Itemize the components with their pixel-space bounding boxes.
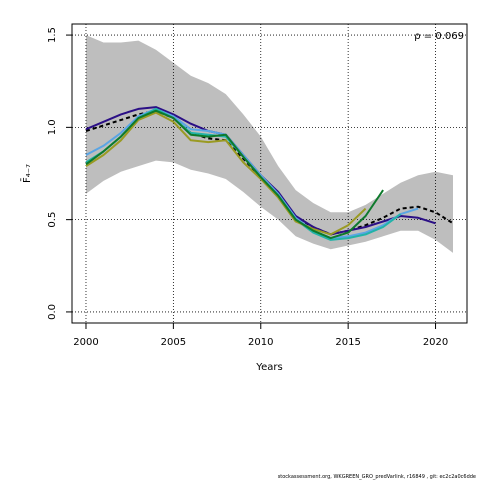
x-axis-title: Years <box>255 362 282 373</box>
series-line <box>85 109 384 240</box>
axis-layer: 2000 2005 2010 2015 2020 0.0 0.5 1.0 1.5 <box>47 27 448 348</box>
y-tick-label: 1.5 <box>47 27 58 43</box>
x-tick-label: 2015 <box>335 337 360 348</box>
x-tick-label: 2020 <box>423 337 448 348</box>
grid-layer <box>72 24 467 323</box>
series-layer <box>85 106 454 241</box>
x-tick-label: 2010 <box>248 337 273 348</box>
x-tick-label: 2000 <box>73 337 98 348</box>
series-line <box>85 107 419 240</box>
y-tick-label: 1.0 <box>47 119 58 135</box>
footer-credit: stockassessment.org, WKGREEN_GRO_predVar… <box>277 474 476 480</box>
confidence-band-layer <box>86 35 453 253</box>
y-tick-label: 0.5 <box>47 212 58 228</box>
rho-annotation: ρ = 0.069 <box>414 31 464 42</box>
series-line <box>85 111 367 236</box>
y-tick-label: 0.0 <box>47 304 58 320</box>
confidence-band <box>86 35 453 253</box>
x-tick-label: 2005 <box>161 337 186 348</box>
y-axis-title: F̄₄₋₇ <box>20 164 33 183</box>
plot-frame <box>71 23 468 324</box>
